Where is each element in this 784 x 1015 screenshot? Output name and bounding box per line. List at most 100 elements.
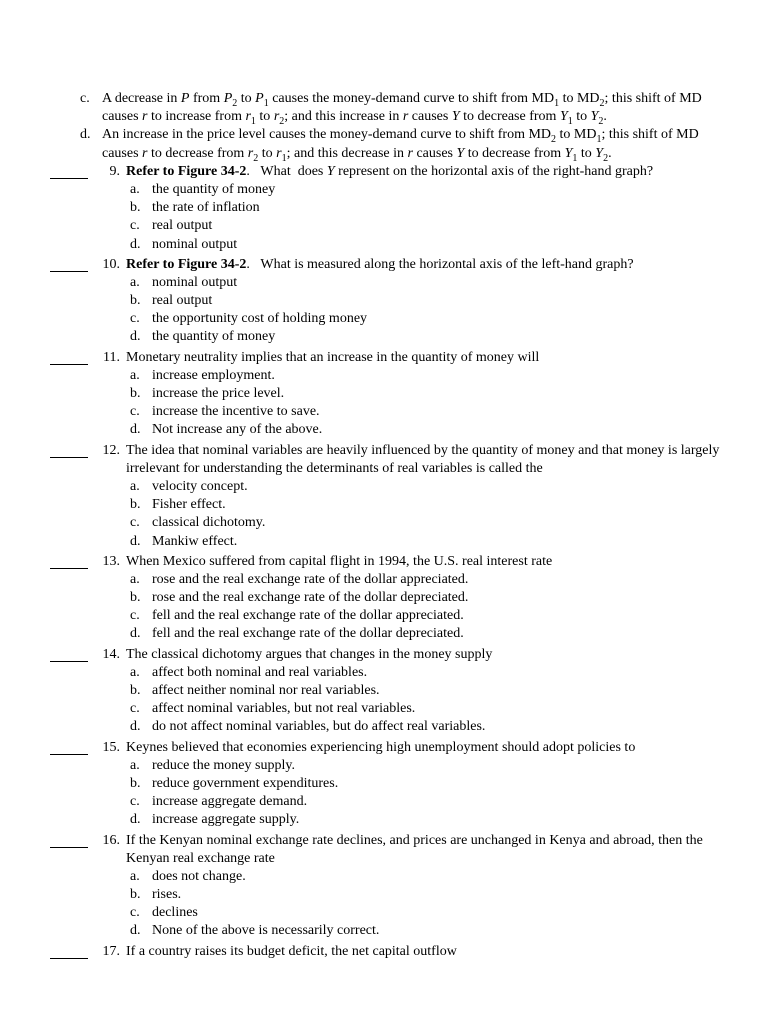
question-number: 9. (94, 163, 126, 254)
option-text: nominal output (152, 274, 734, 292)
option-letter: c. (126, 403, 152, 421)
option-letter: a. (126, 868, 152, 886)
question-body: If a country raises its budget deficit, … (126, 943, 734, 961)
question-block: 13.When Mexico suffered from capital fli… (50, 553, 734, 644)
option: c.real output (126, 217, 734, 235)
options-list: a.the quantity of moneyb.the rate of inf… (126, 181, 734, 254)
option-letter: c. (126, 793, 152, 811)
option-letter: d. (126, 718, 152, 736)
option: d.increase aggregate supply. (126, 811, 734, 829)
option: a.reduce the money supply. (126, 757, 734, 775)
answer-blank[interactable] (50, 166, 88, 179)
options-list: a.affect both nominal and real variables… (126, 664, 734, 737)
option: c.the opportunity cost of holding money (126, 310, 734, 328)
options-list: a.velocity concept.b.Fisher effect.c.cla… (126, 478, 734, 551)
answer-blank[interactable] (50, 649, 88, 662)
option-text: the opportunity cost of holding money (152, 310, 734, 328)
question-number: 13. (94, 553, 126, 644)
option: d.fell and the real exchange rate of the… (126, 625, 734, 643)
question-block: 15.Keynes believed that economies experi… (50, 739, 734, 830)
option-text: do not affect nominal variables, but do … (152, 718, 734, 736)
option-letter: d. (126, 236, 152, 254)
option-text: the rate of inflation (152, 199, 734, 217)
option-text: Not increase any of the above. (152, 421, 734, 439)
option: b.the rate of inflation (126, 199, 734, 217)
question-prompt: Refer to Figure 34-2. What is measured a… (126, 256, 734, 274)
option-letter: d. (126, 328, 152, 346)
question-block: 10.Refer to Figure 34-2. What is measure… (50, 256, 734, 347)
option: a.velocity concept. (126, 478, 734, 496)
option: c.classical dichotomy. (126, 514, 734, 532)
answer-blank[interactable] (50, 742, 88, 755)
option-letter: c. (126, 514, 152, 532)
question-body: Refer to Figure 34-2. What is measured a… (126, 256, 734, 347)
option-text: real output (152, 217, 734, 235)
question-prompt: The classical dichotomy argues that chan… (126, 646, 734, 664)
question-block: 11.Monetary neutrality implies that an i… (50, 349, 734, 440)
option: d.None of the above is necessarily corre… (126, 922, 734, 940)
option-text: fell and the real exchange rate of the d… (152, 625, 734, 643)
continuation-options: c.A decrease in P from P2 to P1 causes t… (50, 90, 734, 163)
option-text: classical dichotomy. (152, 514, 734, 532)
question-prompt: Keynes believed that economies experienc… (126, 739, 734, 757)
answer-blank[interactable] (50, 835, 88, 848)
option-text: affect both nominal and real variables. (152, 664, 734, 682)
option-text: does not change. (152, 868, 734, 886)
option-letter: c. (126, 607, 152, 625)
option: c.increase the incentive to save. (126, 403, 734, 421)
answer-blank[interactable] (50, 445, 88, 458)
option-letter: a. (126, 274, 152, 292)
option-text: affect nominal variables, but not real v… (152, 700, 734, 718)
option: d.the quantity of money (126, 328, 734, 346)
options-list: a.increase employment.b.increase the pri… (126, 367, 734, 440)
option-letter: b. (126, 775, 152, 793)
option-letter: b. (126, 682, 152, 700)
question-number: 17. (94, 943, 126, 961)
option-text: the quantity of money (152, 328, 734, 346)
question-block: 12.The idea that nominal variables are h… (50, 442, 734, 551)
answer-blank[interactable] (50, 946, 88, 959)
option-letter: b. (126, 886, 152, 904)
option: b.reduce government expenditures. (126, 775, 734, 793)
option-letter: a. (126, 664, 152, 682)
option-letter: d. (126, 625, 152, 643)
answer-blank[interactable] (50, 352, 88, 365)
answer-blank[interactable] (50, 259, 88, 272)
option-letter: b. (126, 385, 152, 403)
option: b.rises. (126, 886, 734, 904)
question-block: 17.If a country raises its budget defici… (50, 943, 734, 961)
option-letter: d. (126, 922, 152, 940)
answer-blank[interactable] (50, 556, 88, 569)
option-text: nominal output (152, 236, 734, 254)
option: c.declines (126, 904, 734, 922)
question-number: 16. (94, 832, 126, 941)
question-prompt: The idea that nominal variables are heav… (126, 442, 734, 478)
option-text: increase aggregate demand. (152, 793, 734, 811)
option: b.affect neither nominal nor real variab… (126, 682, 734, 700)
options-list: a.does not change.b.rises.c.declinesd.No… (126, 868, 734, 941)
question-body: Refer to Figure 34-2. What does Y repres… (126, 163, 734, 254)
questions-list: 9.Refer to Figure 34-2. What does Y repr… (50, 163, 734, 961)
question-number: 15. (94, 739, 126, 830)
question-body: Keynes believed that economies experienc… (126, 739, 734, 830)
option-letter: a. (126, 757, 152, 775)
option-text: None of the above is necessarily correct… (152, 922, 734, 940)
option: a.nominal output (126, 274, 734, 292)
option-text: increase the incentive to save. (152, 403, 734, 421)
question-number: 14. (94, 646, 126, 737)
question-number: 12. (94, 442, 126, 551)
question-number: 11. (94, 349, 126, 440)
question-block: 16.If the Kenyan nominal exchange rate d… (50, 832, 734, 941)
option: a.does not change. (126, 868, 734, 886)
option: b.rose and the real exchange rate of the… (126, 589, 734, 607)
option-letter: c. (126, 700, 152, 718)
option-letter: d. (126, 811, 152, 829)
option-text: rose and the real exchange rate of the d… (152, 571, 734, 589)
option: c.affect nominal variables, but not real… (126, 700, 734, 718)
question-block: 14.The classical dichotomy argues that c… (50, 646, 734, 737)
option-letter: b. (126, 496, 152, 514)
options-list: a.rose and the real exchange rate of the… (126, 571, 734, 644)
option: a.affect both nominal and real variables… (126, 664, 734, 682)
option-letter: a. (126, 181, 152, 199)
question-body: If the Kenyan nominal exchange rate decl… (126, 832, 734, 941)
